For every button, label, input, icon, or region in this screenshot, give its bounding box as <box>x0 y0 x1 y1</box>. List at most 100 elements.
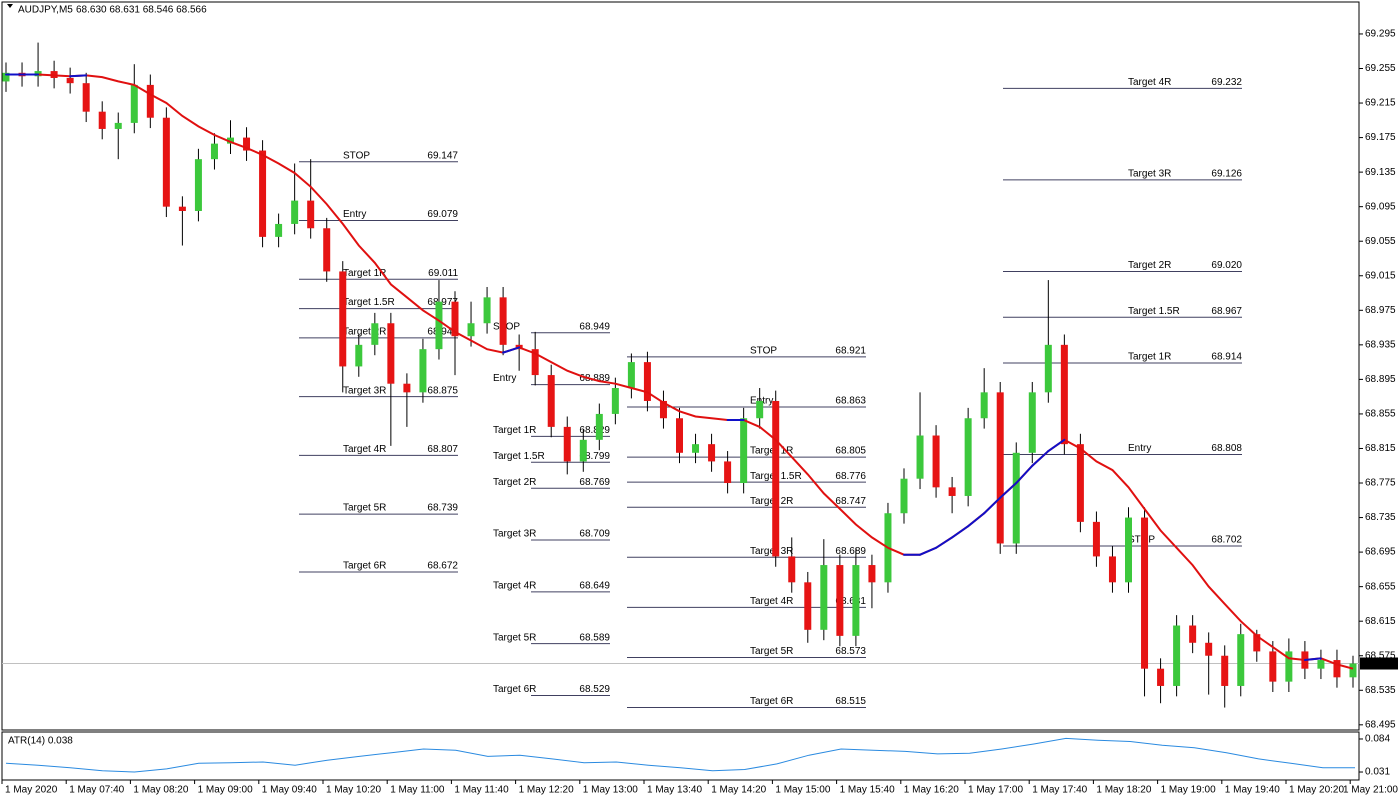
level-name: Target 1.5R <box>343 297 395 308</box>
moving-average-rising <box>983 496 1002 515</box>
level-value: 68.875 <box>427 385 458 396</box>
y-tick-label: 69.055 <box>1365 236 1396 247</box>
candle-body <box>467 323 475 337</box>
candle-body <box>146 84 154 118</box>
candle-body <box>676 418 683 453</box>
y-tick-label: 69.295 <box>1365 29 1396 40</box>
level-value: 68.921 <box>835 346 866 357</box>
candle-body <box>820 565 828 630</box>
level-value: 68.702 <box>1211 535 1242 546</box>
x-tick-label: 1 May 15:00 <box>775 785 830 796</box>
indicator-tick-label: 0.084 <box>1365 734 1390 745</box>
level-value: 68.776 <box>835 471 866 482</box>
candle-body <box>1317 660 1325 669</box>
candle-body <box>948 487 956 496</box>
y-tick-label: 69.015 <box>1365 270 1396 281</box>
candle-body <box>291 200 299 224</box>
candle-body <box>307 200 315 229</box>
x-tick-label: 1 May 13:00 <box>583 785 638 796</box>
y-tick-label: 68.855 <box>1365 409 1396 420</box>
x-tick-label: 1 May 10:20 <box>326 785 381 796</box>
x-tick-label: 1 May 09:40 <box>262 785 317 796</box>
x-tick-label: 1 May 11:40 <box>454 785 509 796</box>
level-name: Target 5R <box>750 646 793 657</box>
level-name: STOP <box>493 321 520 332</box>
level-value: 68.631 <box>835 596 866 607</box>
x-tick-label: 1 May 12:20 <box>519 785 574 796</box>
level-value: 68.943 <box>427 327 458 338</box>
candle-body <box>1028 392 1036 453</box>
candle-body <box>1285 651 1293 682</box>
moving-average-rising <box>951 525 970 539</box>
moving-average-rising <box>1047 438 1066 453</box>
level-name: Target 4R <box>343 444 386 455</box>
candle-body <box>964 418 972 496</box>
level-value: 68.689 <box>835 546 866 557</box>
candle-body <box>243 137 251 151</box>
candle-body <box>1349 663 1357 678</box>
candle-body <box>788 556 796 583</box>
level-name: Target 1R <box>750 446 793 457</box>
level-value: 69.232 <box>1211 77 1242 88</box>
candle-body <box>178 206 186 211</box>
level-value: 68.515 <box>835 696 866 707</box>
indicator-label: ATR(14) 0.038 <box>8 736 73 747</box>
candle-body <box>499 297 507 345</box>
y-tick-label: 68.775 <box>1365 478 1396 489</box>
candle-body <box>1189 625 1197 643</box>
candle-body <box>1157 668 1165 686</box>
candle-body <box>579 439 587 462</box>
candle-body <box>1333 660 1341 678</box>
indicator-tick-label: 0.031 <box>1365 767 1390 778</box>
level-value: 68.589 <box>579 632 610 643</box>
candle-body <box>275 223 283 237</box>
x-tick-label: 1 May 08:20 <box>133 785 188 796</box>
candle-body <box>932 435 940 488</box>
moving-average-rising <box>502 346 521 354</box>
x-tick-label: 1 May 14:20 <box>711 785 766 796</box>
candle-body <box>323 228 331 272</box>
symbol-icon <box>7 4 13 8</box>
candle-body <box>1125 517 1132 583</box>
candle-body <box>1108 556 1116 583</box>
level-value: 69.147 <box>427 150 458 161</box>
moving-average-rising <box>935 536 954 549</box>
x-tick-label: 1 May 19:40 <box>1225 785 1280 796</box>
candle-body <box>451 301 459 337</box>
candle-body <box>1269 651 1277 682</box>
level-value: 69.079 <box>427 209 458 220</box>
candle-body <box>210 143 218 160</box>
candle-body <box>772 400 780 557</box>
candle-body <box>1173 625 1181 686</box>
level-value: 69.020 <box>1211 260 1242 271</box>
x-tick-label: 1 May 21:00 <box>1343 785 1398 796</box>
x-tick-label: 1 May 17:40 <box>1032 785 1087 796</box>
y-tick-label: 68.575 <box>1365 650 1396 661</box>
moving-average-rising <box>1015 464 1034 485</box>
level-name: Target 1R <box>343 268 386 279</box>
level-name: Entry <box>343 209 366 220</box>
moving-average-rising <box>1031 450 1050 467</box>
y-tick-label: 68.695 <box>1365 547 1396 558</box>
level-value: 68.805 <box>835 446 866 457</box>
candle-body <box>339 271 347 367</box>
candle-body <box>531 349 539 376</box>
candle-body <box>1092 521 1100 557</box>
y-tick-label: 68.495 <box>1365 719 1396 730</box>
level-value: 68.914 <box>1211 352 1242 363</box>
candle-body <box>916 435 924 479</box>
candle-body <box>852 565 860 636</box>
candle-body <box>98 111 106 129</box>
level-value: 68.649 <box>579 580 610 591</box>
moving-average-rising <box>967 512 986 528</box>
level-value: 68.769 <box>579 477 610 488</box>
y-tick-label: 68.895 <box>1365 374 1396 385</box>
main-frame <box>1 1 1360 731</box>
level-value: 69.126 <box>1211 169 1242 180</box>
candle-body <box>435 301 443 350</box>
candle-body <box>595 413 603 440</box>
level-value: 68.747 <box>835 496 866 507</box>
indicator-frame <box>1 731 1360 781</box>
level-name: Target 2R <box>493 477 536 488</box>
level-name: Target 6R <box>343 561 386 572</box>
